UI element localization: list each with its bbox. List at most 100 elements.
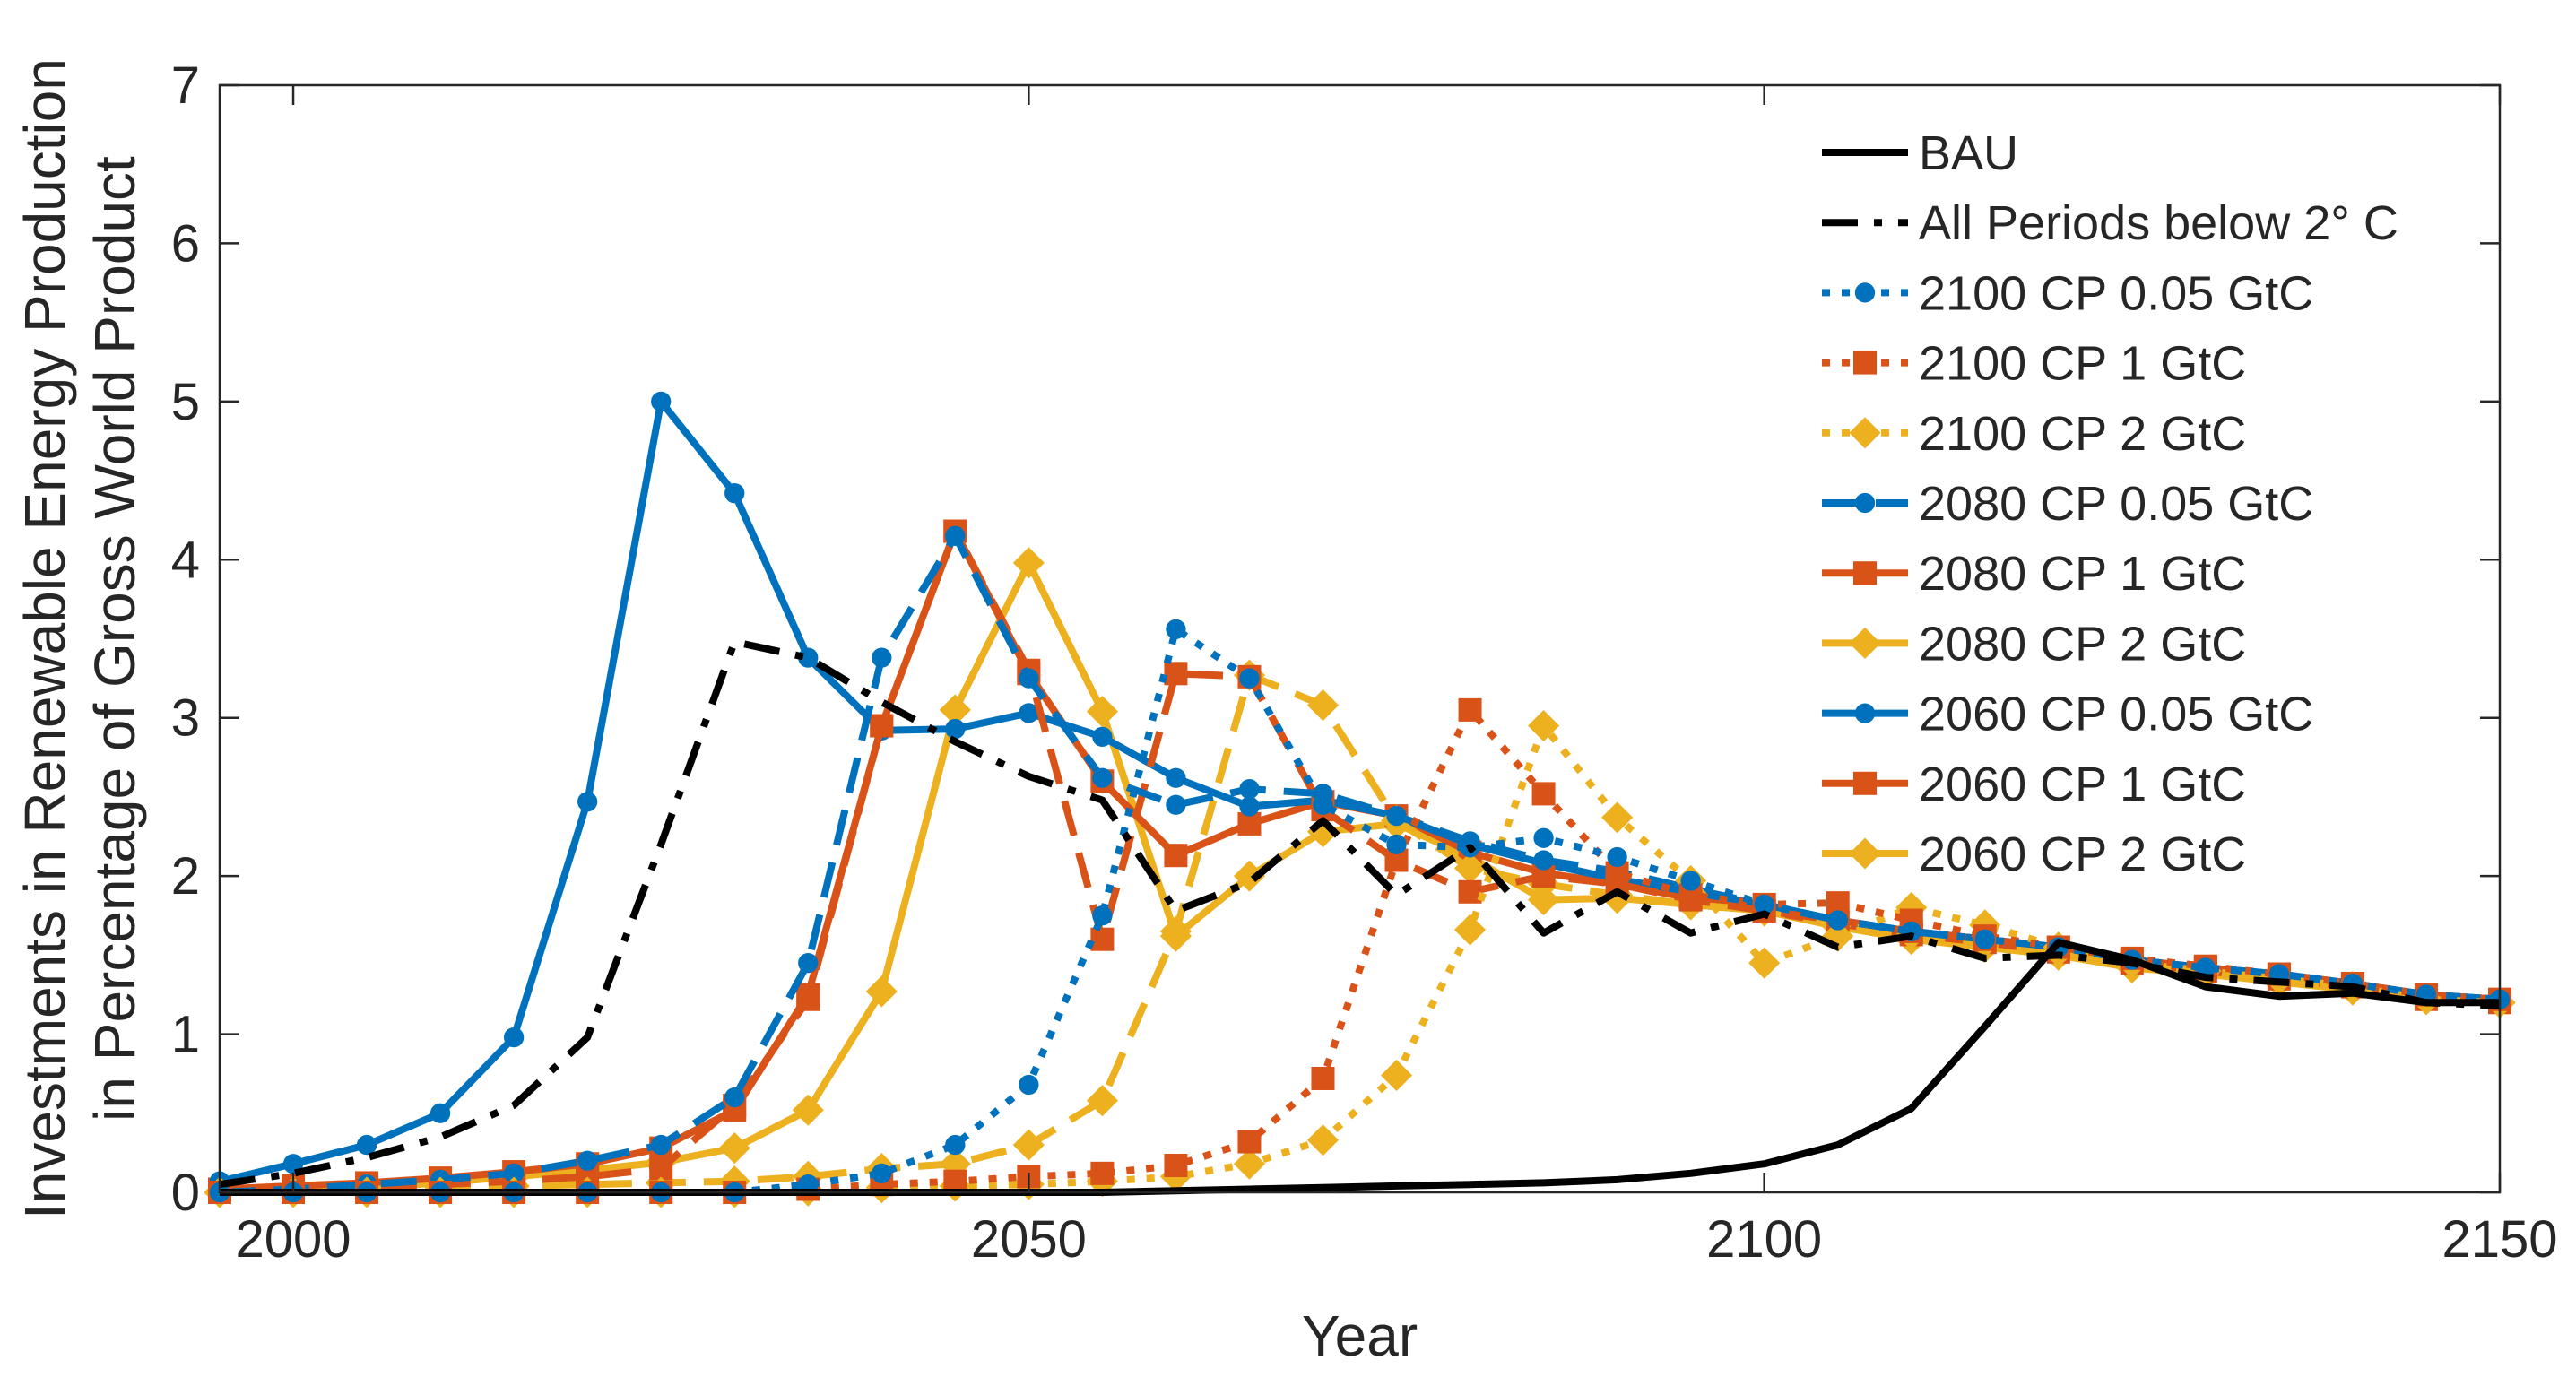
data-point (1239, 778, 1260, 800)
legend-label: 2060 CP 2 GtC (1919, 827, 2246, 881)
data-point (1533, 850, 1554, 871)
data-point (1453, 852, 1487, 884)
y-tick-label: 2 (171, 847, 200, 905)
legend-swatch-marker (1854, 492, 1876, 514)
data-point (798, 953, 819, 974)
legend-label: 2060 CP 1 GtC (1919, 758, 2246, 811)
data-point (1748, 947, 1781, 979)
data-point (1533, 827, 1554, 848)
legend-swatch-marker (1854, 282, 1876, 303)
data-point (872, 647, 892, 668)
legend-label: 2100 CP 1 GtC (1919, 337, 2246, 391)
y-axis-title-line-2: in Percentage of Gross World Product (82, 156, 147, 1122)
data-point (1092, 767, 1113, 788)
data-point (865, 975, 898, 1008)
ticks-layer: 2000 2050 2100 2150 0 1 2 3 4 5 6 7 (171, 56, 2558, 1269)
legend-label: 2100 CP 2 GtC (1919, 407, 2246, 461)
data-point (1895, 891, 1928, 923)
legend-item: 2100 CP 2 GtC (1822, 407, 2246, 461)
data-point (1092, 726, 1113, 748)
legend-label: 2060 CP 0.05 GtC (1919, 688, 2313, 741)
legend-item: 2060 CP 2 GtC (1822, 827, 2246, 881)
data-point (945, 1134, 966, 1156)
data-point (724, 1087, 745, 1108)
legend: BAU All Periods below 2° C 2100 CP 0.05 Gt… (1822, 126, 2398, 881)
data-point (577, 792, 598, 812)
legend-label: All Periods below 2° C (1919, 196, 2398, 250)
data-point (939, 694, 971, 726)
data-point (1086, 1085, 1118, 1117)
data-point (870, 714, 894, 738)
y-tick-label: 4 (171, 531, 200, 589)
series-line (219, 532, 2501, 1196)
legend-item: 2080 CP 2 GtC (1822, 617, 2246, 671)
data-point (651, 391, 672, 411)
y-tick-label: 6 (171, 214, 200, 273)
legend-swatch-marker (1853, 351, 1877, 375)
data-point (1458, 879, 1482, 904)
x-axis-title: Year (1302, 1304, 1418, 1368)
legend-label: 2100 CP 0.05 GtC (1919, 266, 2313, 320)
legend-item: All Periods below 2° C (1822, 196, 2398, 250)
data-point (356, 1134, 377, 1156)
legend-item: 2100 CP 0.05 GtC (1822, 266, 2313, 320)
y-tick-label: 5 (171, 373, 200, 431)
plot-frame (218, 83, 2502, 1194)
legend-item: 2080 CP 1 GtC (1822, 547, 2246, 601)
data-point (1607, 846, 1627, 868)
legend-label: 2080 CP 2 GtC (1919, 617, 2246, 671)
data-point (1386, 834, 1407, 854)
data-point (1458, 697, 1482, 722)
data-point (945, 718, 966, 740)
data-point (651, 1134, 672, 1156)
x-tick-label: 2100 (1706, 1210, 1822, 1269)
data-point (1239, 668, 1260, 689)
legend-swatch-marker (1849, 417, 1881, 449)
data-point (1311, 1066, 1335, 1090)
data-point (1019, 668, 1039, 689)
y-tick-label: 0 (171, 1164, 200, 1222)
data-point (649, 1156, 673, 1181)
data-point (1019, 1074, 1039, 1096)
data-point (1453, 914, 1487, 946)
data-point (1159, 915, 1192, 948)
data-point (724, 483, 745, 504)
legend-swatch-marker (1849, 837, 1881, 870)
data-point (1092, 905, 1113, 926)
legend-label: BAU (1919, 126, 2018, 180)
data-point (1090, 927, 1115, 951)
legend-item: 2080 CP 0.05 GtC (1822, 477, 2313, 531)
data-point (1012, 547, 1045, 579)
x-tick-label: 2150 (2442, 1210, 2557, 1269)
data-point (1313, 794, 1333, 815)
data-point (1239, 796, 1260, 817)
y-tick-label: 3 (171, 689, 200, 748)
series-line (219, 638, 2501, 1189)
data-point (1974, 929, 1995, 949)
legend-item: 2100 CP 1 GtC (1822, 337, 2246, 391)
data-point (1086, 696, 1118, 728)
legend-item: BAU (1822, 126, 2018, 180)
legend-label: 2080 CP 1 GtC (1919, 547, 2246, 601)
series-all-periods-below-2-c (219, 638, 2501, 1189)
data-point (1166, 767, 1186, 788)
data-point (1306, 1124, 1340, 1156)
data-point (945, 525, 966, 546)
data-point (1233, 860, 1266, 892)
data-point (1237, 1130, 1262, 1154)
data-point (1531, 782, 1556, 806)
data-point (1164, 844, 1188, 868)
legend-swatch-marker (1849, 627, 1881, 659)
data-point (1306, 689, 1340, 722)
data-point (1166, 794, 1186, 815)
data-point (503, 1027, 525, 1048)
data-point (1380, 1059, 1413, 1091)
data-point (1386, 805, 1407, 827)
data-point (1164, 1154, 1188, 1178)
legend-item: 2060 CP 0.05 GtC (1822, 688, 2313, 741)
data-point (872, 1163, 892, 1183)
data-point (1601, 801, 1634, 834)
data-point (1090, 1161, 1115, 1185)
data-point (1166, 619, 1186, 640)
